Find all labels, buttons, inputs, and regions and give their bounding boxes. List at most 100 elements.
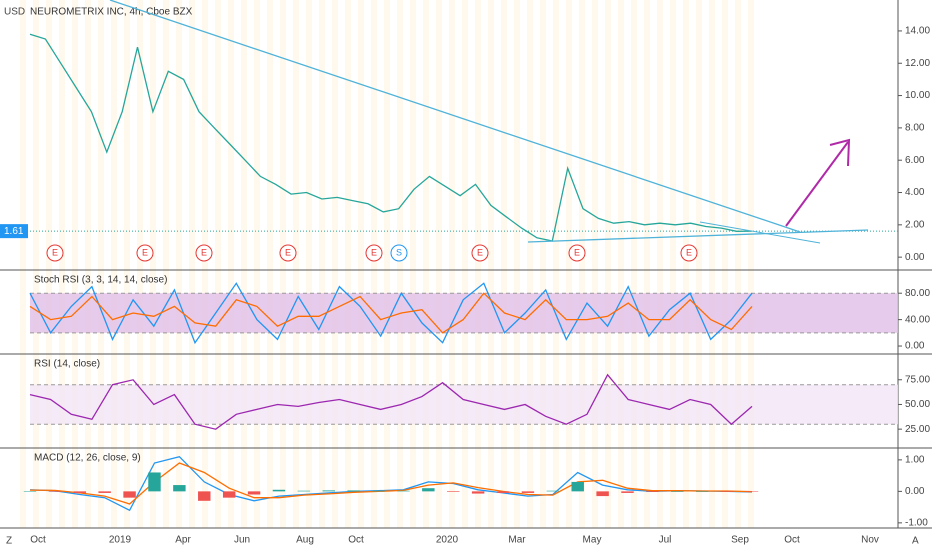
- session-stripe: [592, 0, 598, 528]
- current-label: 1.61: [4, 226, 24, 237]
- session-stripe: [111, 0, 117, 528]
- session-stripe: [176, 0, 182, 528]
- event-label[interactable]: E: [142, 247, 148, 257]
- event-label[interactable]: E: [285, 247, 291, 257]
- session-stripe: [748, 0, 754, 528]
- chart-title: NEUROMETRIX INC, 4h, Cboe BZX: [30, 7, 193, 18]
- session-stripe: [371, 0, 377, 528]
- event-marker[interactable]: [680, 244, 698, 262]
- y-tick-label: 25.00: [905, 424, 930, 435]
- event-marker[interactable]: [46, 244, 64, 262]
- session-stripe: [332, 0, 338, 528]
- histogram-bar: [745, 491, 759, 492]
- event-label[interactable]: E: [574, 247, 580, 257]
- session-stripe: [553, 0, 559, 528]
- pane-title: RSI (14, close): [34, 359, 100, 370]
- session-stripe: [163, 0, 169, 528]
- session-stripe: [618, 0, 624, 528]
- session-stripe: [722, 0, 728, 528]
- event-marker[interactable]: [390, 244, 408, 262]
- histogram-bar: [272, 489, 286, 492]
- histogram-bar: [73, 491, 87, 493]
- y-tick-label: 2.00: [905, 219, 925, 230]
- session-stripe: [254, 0, 260, 528]
- session-stripe: [501, 0, 507, 528]
- histogram-bar: [347, 490, 360, 492]
- y-tick-label: 40.00: [905, 314, 930, 325]
- histogram-bar: [695, 491, 709, 492]
- corner-left[interactable]: Z: [6, 536, 12, 547]
- session-stripe: [85, 0, 91, 528]
- session-stripe: [319, 0, 325, 528]
- session-stripe: [410, 0, 416, 528]
- event-marker[interactable]: [279, 244, 297, 262]
- histogram-bar: [297, 490, 311, 492]
- session-stripe: [683, 0, 689, 528]
- arrow: [785, 141, 849, 227]
- session-stripe: [540, 0, 546, 528]
- y-tick-label: 10.00: [905, 90, 930, 101]
- histogram-bar: [571, 481, 584, 492]
- event-marker[interactable]: [365, 244, 383, 262]
- x-tick-label: Aug: [296, 535, 314, 546]
- x-tick-label: Mar: [508, 535, 526, 546]
- histogram-bar: [173, 485, 186, 492]
- x-tick-label: Oct: [30, 535, 46, 546]
- histogram-bar: [621, 491, 634, 493]
- histogram-bar: [596, 491, 609, 497]
- histogram-bar: [521, 491, 535, 493]
- series-line: [29, 373, 753, 430]
- x-tick-label: Jul: [659, 535, 672, 546]
- event-label[interactable]: E: [52, 247, 58, 257]
- histogram-bar: [48, 491, 62, 492]
- arrow-head: [829, 138, 851, 167]
- session-stripe: [202, 0, 208, 528]
- event-label[interactable]: S: [396, 247, 402, 257]
- session-stripe: [644, 0, 650, 528]
- pane-title: MACD (12, 26, close, 9): [34, 453, 141, 464]
- pane-title: Stoch RSI (3, 3, 14, 14, close): [34, 275, 167, 286]
- currency: USD: [4, 7, 25, 18]
- session-stripe: [696, 0, 702, 528]
- trendline: [109, 0, 801, 233]
- x-tick-label: Jun: [234, 535, 250, 546]
- histogram-bar: [372, 490, 385, 492]
- y-tick-label: -1.00: [905, 517, 928, 528]
- session-stripe: [20, 0, 26, 528]
- event-marker[interactable]: [471, 244, 489, 262]
- histogram-bar: [98, 491, 111, 493]
- event-label[interactable]: E: [477, 247, 483, 257]
- session-stripe: [46, 0, 52, 528]
- x-tick-label: Oct: [348, 535, 364, 546]
- current-box: [0, 224, 28, 239]
- session-stripe: [488, 0, 494, 528]
- event-label[interactable]: E: [371, 247, 377, 257]
- histogram-bar: [646, 491, 659, 492]
- x-tick-label: Apr: [175, 535, 191, 546]
- event-marker[interactable]: [568, 244, 586, 262]
- histogram-bar: [720, 491, 734, 492]
- event-marker[interactable]: [136, 244, 154, 262]
- y-tick-label: 0.00: [905, 341, 925, 352]
- trendline: [527, 229, 869, 243]
- session-stripe: [228, 0, 234, 528]
- y-tick-label: 4.00: [905, 187, 925, 198]
- corner-right[interactable]: A: [912, 536, 919, 547]
- histogram-bar: [23, 491, 37, 492]
- session-stripe: [631, 0, 637, 528]
- session-stripe: [358, 0, 364, 528]
- session-stripe: [397, 0, 403, 528]
- session-stripe: [33, 0, 39, 528]
- histogram-bar: [123, 491, 136, 498]
- session-stripe: [423, 0, 429, 528]
- series-line: [29, 282, 753, 345]
- histogram-bar: [447, 491, 460, 492]
- histogram-bar: [671, 491, 684, 492]
- event-label[interactable]: E: [686, 247, 692, 257]
- histogram-bar: [471, 491, 485, 494]
- event-label[interactable]: E: [201, 247, 207, 257]
- session-stripe: [98, 0, 104, 528]
- session-stripe: [475, 0, 481, 528]
- session-stripe: [72, 0, 78, 528]
- event-marker[interactable]: [195, 244, 213, 262]
